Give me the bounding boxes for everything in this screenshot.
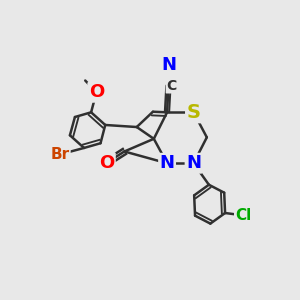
- Text: Br: Br: [50, 147, 70, 162]
- Text: O: O: [99, 154, 114, 172]
- Text: N: N: [160, 154, 175, 172]
- Text: S: S: [187, 103, 201, 122]
- Text: C: C: [167, 79, 177, 93]
- Text: O: O: [89, 83, 104, 101]
- Text: Cl: Cl: [235, 208, 251, 223]
- Text: N: N: [161, 56, 176, 74]
- Text: N: N: [186, 154, 201, 172]
